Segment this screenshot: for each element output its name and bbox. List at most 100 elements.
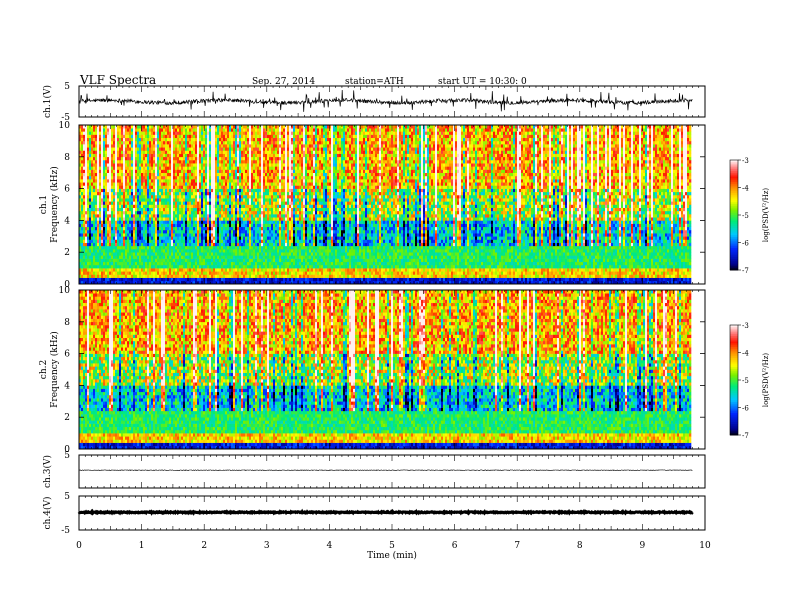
spectrogram-cell [89,201,92,205]
spectrogram-cell [95,191,98,196]
spectrogram-cell [231,201,234,205]
spectrogram-cell [241,144,244,148]
spectrogram-cell [181,255,184,259]
spectrogram-cell [221,185,224,189]
spectrogram-cell [117,172,120,177]
spectrogram-cell [213,134,216,139]
spectrogram-cell [85,175,88,180]
spectrogram-cell [131,144,134,148]
spectrogram-cell [253,245,256,250]
spectrogram-cell [237,188,240,193]
spectrogram-cell [227,239,230,243]
spectrogram-cell [177,144,180,148]
spectrogram-cell [101,140,104,145]
spectrogram-cell [105,261,108,266]
spectrogram-cell [223,191,226,196]
spectrogram-cell [119,166,122,170]
spectrogram-cell [189,182,192,186]
spectrogram-cell [253,156,256,161]
spectrogram-cell [253,147,256,151]
spectrogram-cell [211,207,214,212]
spectrogram-cell [265,255,268,259]
spectrogram-cell [157,153,160,158]
spectrogram-cell [157,198,160,202]
spectrogram-cell [121,153,124,158]
spectrogram-cell [141,277,144,282]
spectrogram-cell [185,140,188,145]
spectrogram-cell [121,182,124,186]
spectrogram-cell [85,261,88,266]
spectrogram-cell [255,172,258,177]
spectrogram-cell [239,185,242,189]
spectrogram-cell [81,156,84,161]
spectrogram-cell [267,239,270,243]
spectrogram-cell [85,153,88,158]
spectrogram-cell [269,242,272,247]
spectrogram-cell [157,277,160,282]
spectrogram-cell [119,185,122,189]
spectrogram-cell [159,179,162,183]
spectrogram-cell [97,191,100,196]
spectrogram-cell [239,137,242,142]
spectrogram-cell [133,261,136,266]
spectrogram-cell [167,137,170,142]
spectrogram-cell [115,179,118,183]
spectrogram-cell [213,175,216,180]
spectrogram-cell [115,153,118,158]
spectrogram-cell [177,226,180,231]
spectrogram-cell [83,125,86,129]
spectrogram-cell [111,188,114,193]
spectrogram-cell [103,166,106,170]
spectrogram-cell [149,134,152,139]
spectrogram-cell [181,185,184,189]
spectrogram-cell [145,179,148,183]
spectrogram-cell [151,185,154,189]
spectrogram-cell [195,223,198,228]
spectrogram-cell [83,229,86,234]
spectrogram-cell [243,125,246,129]
spectrogram-cell [201,163,204,167]
spectrogram-cell [139,172,142,177]
spectrogram-cell [93,125,96,129]
spectrogram-cell [163,182,166,186]
spectrogram-cell [135,214,138,218]
spectrogram-cell [189,153,192,158]
spectrogram-cell [171,261,174,266]
spectrogram-cell [223,188,226,193]
spectrogram-cell [263,156,266,161]
spectrogram-cell [93,223,96,228]
spectrogram-cell [241,258,244,263]
spectrogram-cell [249,252,252,256]
spectrogram-cell [227,258,230,263]
spectrogram-cell [227,280,230,285]
spectrogram-cell [211,194,214,199]
spectrogram-cell [197,252,200,256]
spectrogram-cell [265,217,268,221]
spectrogram-cell [161,280,164,285]
spectrogram-cell [269,191,272,196]
spectrogram-cell [169,150,172,154]
spectrogram-cell [169,217,172,221]
spectrogram-cell [135,194,138,199]
spectrogram-cell [227,125,230,129]
spectrogram-cell [121,245,124,250]
spectrogram-cell [125,201,128,205]
spectrogram-cell [193,229,196,234]
spectrogram-cell [97,239,100,243]
spectrogram-cell [195,128,198,132]
spectrogram-cell [87,137,90,142]
spectrogram-cell [163,277,166,282]
spectrogram-cell [155,137,158,142]
spectrogram-cell [103,268,106,272]
spectrogram-cell [269,261,272,266]
spectrogram-cell [179,223,182,228]
spectrogram-cell [135,226,138,231]
spectrogram-cell [165,268,168,272]
spectrogram-cell [87,128,90,132]
spectrogram-cell [157,163,160,167]
spectrogram-cell [79,128,82,132]
spectrogram-cell [175,204,178,208]
spectrogram-cell [189,198,192,202]
spectrogram-cell [197,201,200,205]
spectrogram-cell [219,264,222,269]
